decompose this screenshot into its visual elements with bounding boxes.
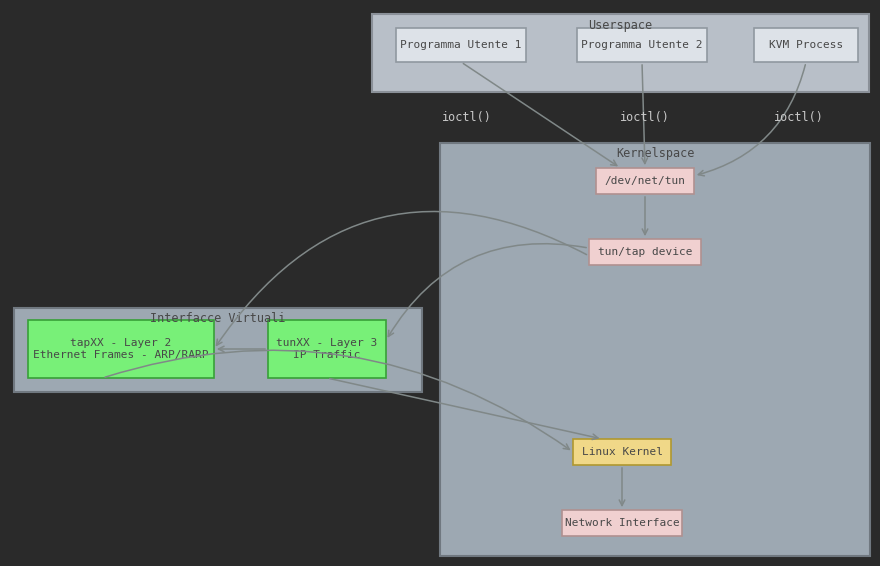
Text: Kernelspace: Kernelspace [616, 148, 694, 161]
Bar [573, 439, 671, 465]
Text: Linux Kernel: Linux Kernel [582, 447, 663, 457]
Bar [28, 320, 214, 378]
Bar [372, 14, 869, 92]
Text: Userspace: Userspace [589, 19, 653, 32]
Text: Programma Utente 1: Programma Utente 1 [400, 40, 522, 50]
Text: KVM Process: KVM Process [769, 40, 843, 50]
Bar [596, 168, 694, 194]
Bar [754, 28, 858, 62]
Text: ioctl(): ioctl() [442, 110, 492, 123]
Text: ioctl(): ioctl() [774, 110, 824, 123]
Text: tapXX - Layer 2
Ethernet Frames - ARP/RARP: tapXX - Layer 2 Ethernet Frames - ARP/RA… [33, 338, 209, 360]
Bar [577, 28, 707, 62]
Text: Interfacce Virtuali: Interfacce Virtuali [150, 312, 286, 325]
Text: Network Interface: Network Interface [565, 518, 679, 528]
Bar [440, 143, 870, 556]
Text: ioctl(): ioctl() [620, 110, 670, 123]
Bar [562, 510, 682, 536]
Bar [396, 28, 526, 62]
Bar [268, 320, 386, 378]
Text: Programma Utente 2: Programma Utente 2 [582, 40, 703, 50]
Text: /dev/net/tun: /dev/net/tun [605, 176, 686, 186]
Text: tunXX - Layer 3
IP Traffic: tunXX - Layer 3 IP Traffic [276, 338, 378, 360]
Bar [589, 239, 701, 265]
Bar [14, 308, 422, 392]
Text: tun/tap device: tun/tap device [598, 247, 693, 257]
